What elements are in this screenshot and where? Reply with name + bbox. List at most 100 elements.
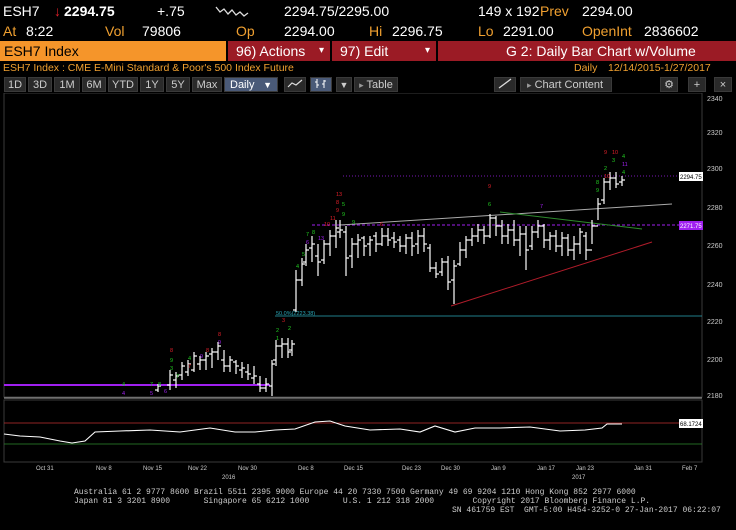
count-marker: 6 [306, 240, 309, 246]
price-axis-label: 2260 [707, 243, 723, 250]
price-axis-label: 2240 [707, 282, 723, 289]
price-bars [155, 172, 625, 396]
chart-area[interactable]: 2340 2320 2300 2280 2260 2240 2220 2200 … [0, 93, 736, 486]
date-label: Dec 8 [298, 466, 314, 472]
actions-menu[interactable]: 96) Actions ▾ [228, 41, 330, 61]
period-1d-button[interactable]: 1D [4, 77, 26, 92]
vol-value: 79806 [142, 23, 181, 39]
footer-contacts-2: Japan 81 3 3201 8900 Singapore 65 6212 1… [74, 497, 651, 506]
count-marker: 10 [612, 150, 618, 156]
count-marker: 6 [380, 222, 383, 228]
count-marker: 4 [122, 382, 125, 388]
bar-chart-icon[interactable] [310, 77, 332, 92]
count-marker: 5 [150, 391, 153, 397]
date-axis: Oct 31 Nov 8 Nov 15 Nov 22 Nov 30 Dec 8 … [36, 466, 698, 481]
count-marker: 8 [206, 348, 209, 354]
count-marker: 13 [336, 192, 342, 198]
count-marker: 11 [330, 216, 336, 222]
rsi-tag: 68.1724 [680, 422, 702, 428]
period-3d-button[interactable]: 3D [28, 77, 52, 92]
last-price-tag-bg [679, 172, 703, 181]
ma-tag: 2271.75 [680, 224, 702, 230]
rsi-line [3, 420, 622, 444]
plus-icon[interactable]: + [688, 77, 706, 92]
count-marker: 5 [302, 252, 305, 258]
count-marker: 3 [612, 158, 615, 164]
footer: Australia 61 2 9777 8600 Brazil 5511 239… [0, 486, 736, 530]
date-label: Nov 22 [188, 466, 208, 472]
footer-session: SN 461759 EST GMT-5:00 H454-3252-0 27-Ja… [452, 506, 721, 515]
period-5y-button[interactable]: 5Y [166, 77, 190, 92]
rsi-tag-bg [679, 419, 703, 428]
open-interest-value: 2836602 [644, 23, 699, 39]
line-chart-icon[interactable] [284, 77, 306, 92]
date-label: Oct 31 [36, 466, 54, 472]
count-marker: 5 [342, 202, 345, 208]
security-field[interactable]: ESH7 Index [0, 41, 226, 61]
count-marker: 7 [188, 364, 191, 370]
date-label: Nov 15 [143, 466, 163, 472]
ma-tag-bg [679, 221, 703, 230]
chart-content-label: Chart Content [534, 79, 604, 91]
table-button[interactable]: ▸ Table [354, 77, 398, 92]
chart-content-button[interactable]: ▸ Chart Content [520, 77, 612, 92]
count-marker: 1 [276, 336, 279, 342]
count-marker: 9 [200, 354, 203, 360]
count-marker: 9 [604, 150, 607, 156]
gray-trendline [339, 203, 673, 226]
sparkline-icon [215, 4, 249, 18]
prev-value: 2294.00 [582, 3, 633, 19]
count-marker: 7 [150, 382, 153, 388]
close-icon[interactable]: × [714, 77, 732, 92]
frequency-label: Daily [230, 79, 255, 91]
count-marker: 8 [312, 230, 315, 236]
count-marker: 2 [276, 328, 279, 334]
price-axis-label: 2220 [707, 319, 723, 326]
frequency-select[interactable]: Daily ▼ [224, 77, 278, 92]
count-marker: 8 [596, 180, 599, 186]
dropdown-arrow-icon: ▾ [318, 45, 324, 56]
red-trendline [450, 241, 653, 307]
count-marker: 4 [622, 154, 625, 160]
chart-type-dropdown-icon[interactable]: ▼ [336, 77, 352, 92]
date-label: Jan 9 [491, 466, 506, 472]
period-max-button[interactable]: Max [192, 77, 222, 92]
security-description: ESH7 Index : CME E-Mini Standard & Poor'… [3, 62, 294, 74]
quote-line-1: ESH7 ↓ 2294.75 +.75 2294.75/2295.00 149 … [0, 0, 736, 22]
period-6m-button[interactable]: 6M [82, 77, 106, 92]
date-label: Dec 23 [402, 466, 422, 472]
period-1m-button[interactable]: 1M [54, 77, 80, 92]
date-label: Feb 7 [682, 466, 698, 472]
date-label: Jan 17 [537, 466, 556, 472]
table-arrow-icon: ▸ [359, 80, 364, 90]
edit-number: 97) [340, 43, 361, 59]
dropdown-arrow-icon: ▾ [424, 45, 430, 56]
count-marker: 3 [282, 318, 285, 324]
period-ytd-button[interactable]: YTD [108, 77, 138, 92]
last-price: 2294.75 [64, 3, 115, 19]
count-marker: 9 [218, 340, 221, 346]
count-marker: 2 [288, 326, 291, 332]
price-axis-label: 2320 [707, 130, 723, 137]
count-marker: 10 [604, 174, 610, 180]
count-marker: 4 [296, 264, 299, 270]
date-label: Nov 8 [96, 466, 112, 472]
count-marker: 3 [170, 366, 173, 372]
open-label: Op [236, 23, 255, 39]
chart-subtitle: ESH7 Index : CME E-Mini Standard & Poor'… [0, 61, 736, 76]
count-marker: 4 [188, 356, 191, 362]
graph-title[interactable]: G 2: Daily Bar Chart w/Volume [438, 41, 736, 61]
price-axis-label: 2180 [707, 393, 723, 400]
draw-line-icon[interactable] [494, 77, 516, 92]
actions-number: 96) [236, 43, 257, 59]
count-marker: 6 [164, 389, 167, 395]
period-1y-button[interactable]: 1Y [140, 77, 164, 92]
ticker-symbol: ESH7 [3, 3, 40, 19]
actions-label: Actions [259, 43, 306, 59]
last-price-tag: 2294.75 [680, 175, 702, 181]
prev-label: Prev [540, 3, 569, 19]
edit-menu[interactable]: 97) Edit ▾ [332, 41, 436, 61]
settings-gear-icon[interactable]: ⚙ [660, 77, 678, 92]
count-marker: 13 [318, 236, 324, 242]
